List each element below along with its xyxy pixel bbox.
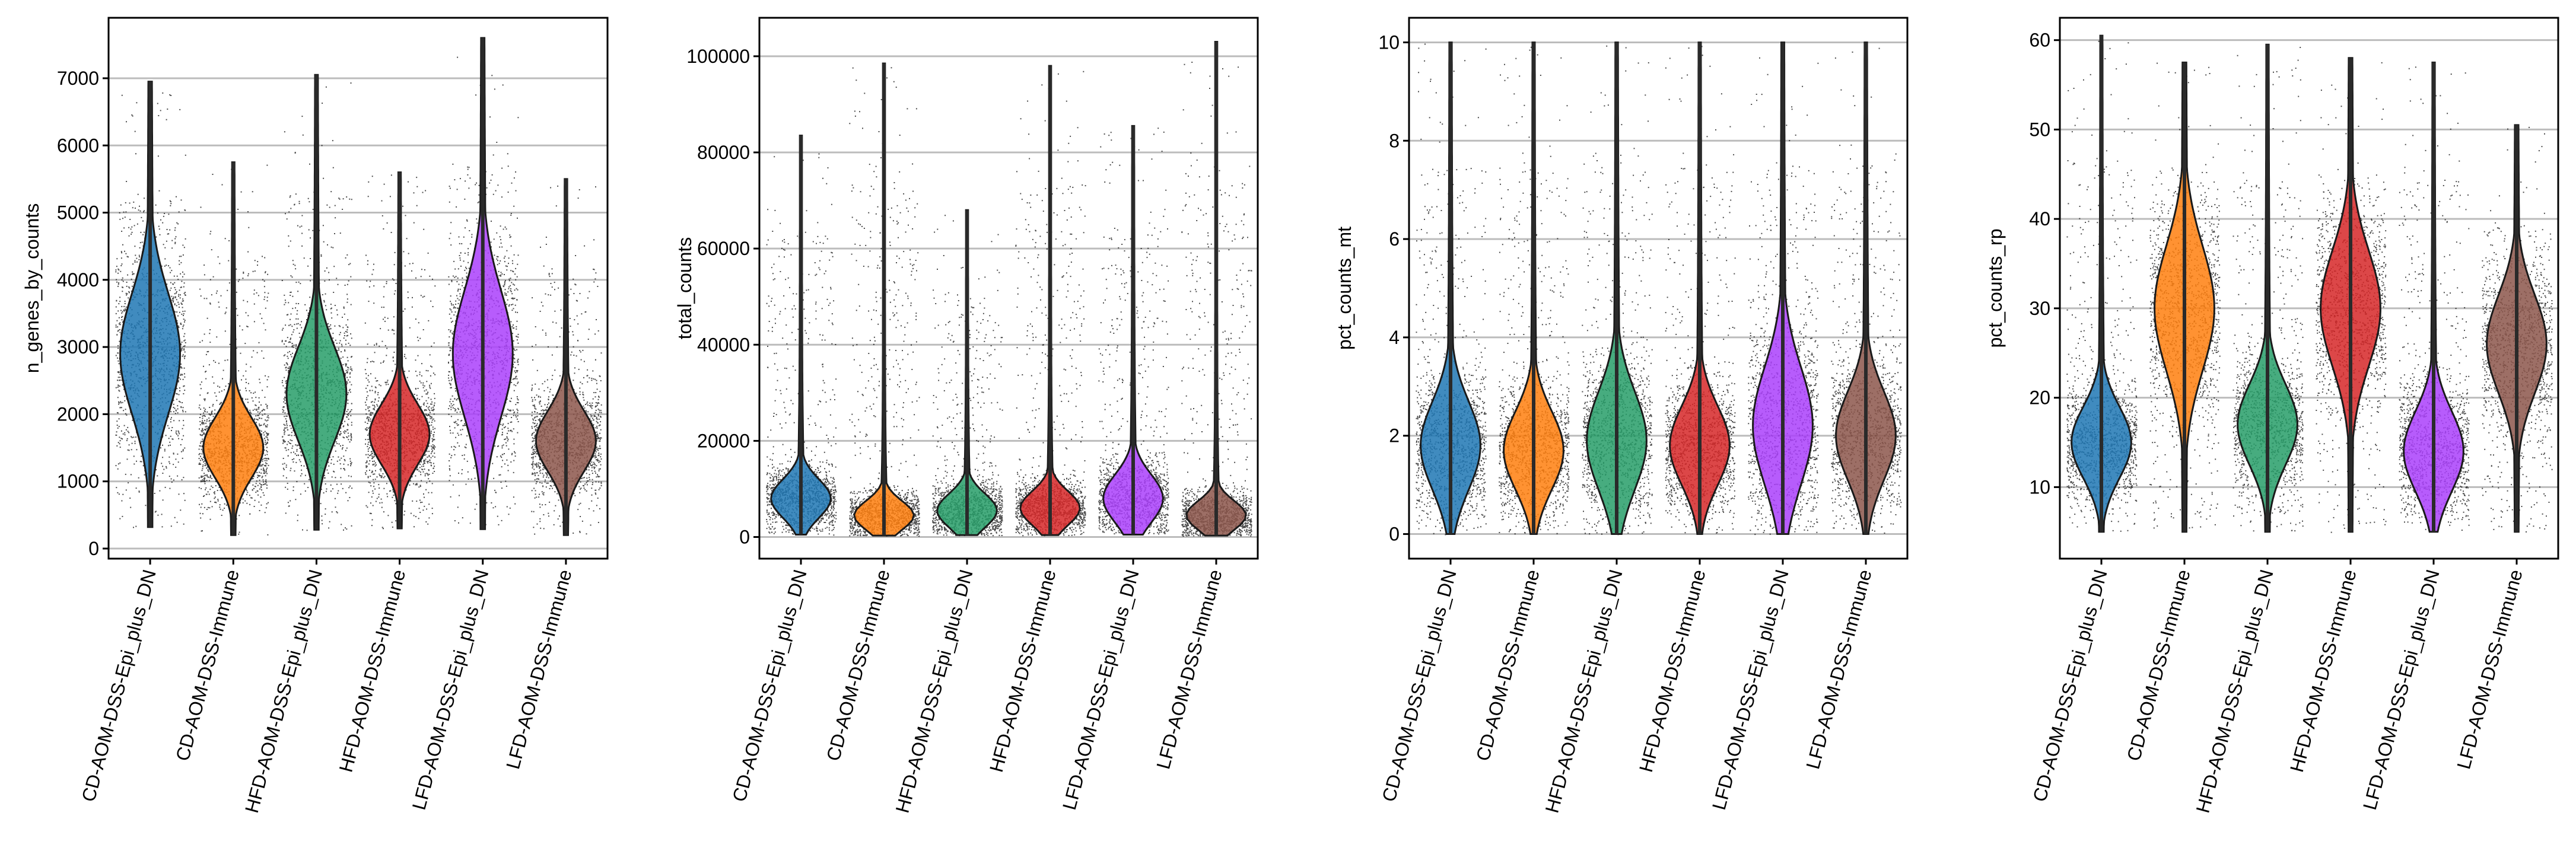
y-tick-label: 10: [1378, 31, 1400, 53]
x-tick-label: CD-AOM-DSS-Immune: [2123, 567, 2195, 763]
x-tick-label: CD-AOM-DSS-Epi_plus_DN: [729, 567, 811, 804]
y-tick-label: 60000: [697, 238, 750, 259]
y-tick-label: 0: [1389, 524, 1400, 545]
y-tick-label: 0: [739, 527, 750, 548]
x-tick-label: LFD-AOM-DSS-Immune: [2453, 567, 2527, 771]
violin-group: [2066, 34, 2138, 533]
jitter-points: [1416, 43, 1487, 536]
violin-group: [1748, 42, 1819, 536]
y-tick-label: 40000: [697, 334, 750, 355]
y-tick-label: 6: [1389, 228, 1400, 250]
x-tick-label: HFD-AOM-DSS-Immune: [335, 567, 409, 774]
x-tick-label: LFD-AOM-DSS-Immune: [1802, 567, 1876, 771]
y-axis-label: n_genes_by_counts: [21, 203, 43, 373]
x-tick-label: LFD-AOM-DSS-Immune: [502, 567, 576, 771]
axes-frame: [1408, 17, 1909, 560]
y-tick-label: 2: [1389, 425, 1400, 447]
violin-group: [1181, 41, 1252, 537]
y-tick-label: 4000: [57, 269, 99, 291]
violin-group: [2399, 61, 2470, 533]
jitter-points: [1015, 71, 1086, 537]
x-tick-label: HFD-AOM-DSS-Epi_plus_DN: [2192, 567, 2277, 815]
axes-frame: [2059, 17, 2559, 560]
panel-pct_counts_rp: 10 20 30 40 50 60 pct_counts_rp CD-AOM-DSS-Epi_…: [1985, 17, 2559, 815]
violin-group: [1665, 42, 1736, 535]
x-tick-label: LFD-AOM-DSS-Epi_plus_DN: [1058, 567, 1143, 812]
y-tick-label: 80000: [697, 142, 750, 163]
x-tick-label: HFD-AOM-DSS-Epi_plus_DN: [891, 567, 977, 815]
y-axis-label: pct_counts_rp: [1985, 228, 2006, 348]
violin-group: [1098, 125, 1169, 536]
violin-group: [1831, 42, 1902, 535]
y-tick-label: 100000: [686, 46, 750, 67]
y-tick-label: 1000: [57, 471, 99, 492]
x-tick-label: CD-AOM-DSS-Immune: [822, 567, 894, 763]
y-tick-label: 20: [2029, 387, 2050, 409]
x-tick-label: HFD-AOM-DSS-Immune: [985, 567, 1060, 774]
x-tick-label: LFD-AOM-DSS-Epi_plus_DN: [1708, 567, 1793, 812]
violin-group: [448, 37, 519, 530]
axes-frame: [758, 17, 1259, 560]
violin-group: [2149, 61, 2221, 533]
y-tick-label: 3000: [57, 336, 99, 358]
y-tick-label: 0: [88, 538, 99, 559]
violin-group: [1416, 42, 1487, 536]
y-tick-label: 20000: [697, 430, 750, 451]
x-tick-label: HFD-AOM-DSS-Epi_plus_DN: [1541, 567, 1626, 815]
violin-group: [198, 161, 269, 536]
x-tick-label: CD-AOM-DSS-Epi_plus_DN: [1378, 567, 1461, 804]
jitter-points: [1665, 46, 1736, 534]
y-tick-label: 6000: [57, 135, 99, 156]
x-tick-label: CD-AOM-DSS-Epi_plus_DN: [78, 567, 160, 804]
y-tick-label: 2000: [57, 403, 99, 425]
x-tick-label: HFD-AOM-DSS-Epi_plus_DN: [241, 567, 326, 815]
x-tick-label: CD-AOM-DSS-Immune: [1472, 567, 1544, 763]
x-tick-label: LFD-AOM-DSS-Epi_plus_DN: [408, 567, 493, 812]
violin-group: [2316, 57, 2387, 533]
x-tick-label: LFD-AOM-DSS-Immune: [1152, 567, 1226, 771]
violin-group: [2232, 43, 2304, 533]
y-tick-label: 40: [2029, 208, 2050, 230]
y-tick-label: 7000: [57, 68, 99, 89]
jitter-points: [1582, 45, 1653, 536]
violin-group: [531, 178, 602, 536]
axes-frame: [107, 17, 609, 560]
violin-group: [2482, 124, 2553, 533]
y-tick-label: 10: [2029, 476, 2050, 498]
x-tick-label: HFD-AOM-DSS-Immune: [1635, 567, 1710, 774]
x-tick-label: HFD-AOM-DSS-Immune: [2286, 567, 2361, 774]
violin-group: [1015, 65, 1086, 537]
x-tick-label: CD-AOM-DSS-Epi_plus_DN: [2029, 567, 2111, 804]
panel-total_counts: 0 20000 40000 60000 80000 100000 total_counts C…: [674, 17, 1259, 815]
jitter-points: [2066, 40, 2138, 532]
panel-pct_counts_mt: 0 2 4 6 8 10 pct_counts_mt CD-AOM-DSS-Epi_plus_…: [1334, 17, 1909, 815]
y-tick-label: 60: [2029, 30, 2050, 51]
y-axis-label: total_counts: [674, 237, 695, 340]
y-axis-label: pct_counts_mt: [1334, 227, 1355, 350]
y-tick-label: 8: [1389, 130, 1400, 151]
violin-group: [766, 135, 837, 536]
panel-n_genes_by_counts: 0 1000 2000 3000 4000 5000 6000 7000 n_genes_by_…: [21, 17, 609, 815]
violin-group: [932, 209, 1003, 537]
jitter-points: [2482, 126, 2553, 533]
x-tick-label: CD-AOM-DSS-Immune: [171, 567, 243, 763]
y-tick-label: 5000: [57, 202, 99, 224]
violin-group: [849, 62, 920, 537]
violin-group: [281, 74, 353, 531]
y-tick-label: 50: [2029, 119, 2050, 140]
y-tick-label: 4: [1389, 327, 1400, 348]
jitter-points: [766, 153, 837, 536]
y-tick-label: 30: [2029, 298, 2050, 319]
violin-group: [364, 171, 436, 530]
violin-group: [1499, 42, 1570, 535]
violin-group: [115, 81, 186, 528]
violin-group: [1582, 42, 1653, 536]
x-tick-label: LFD-AOM-DSS-Epi_plus_DN: [2359, 567, 2444, 812]
